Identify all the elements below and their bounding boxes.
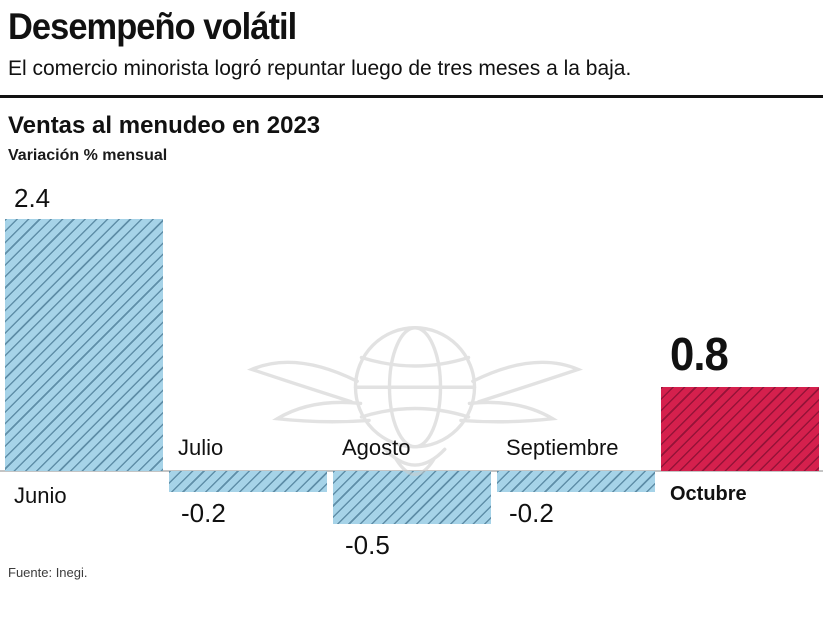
bar-octubre xyxy=(661,387,819,472)
value-label-julio: -0.2 xyxy=(181,498,226,529)
bar-agosto xyxy=(333,471,491,524)
header: Desempeño volátil El comercio minorista … xyxy=(0,0,823,81)
category-label-junio: Junio xyxy=(14,483,67,509)
category-label-octubre: Octubre xyxy=(670,483,747,506)
footer: Fuente: Inegi. xyxy=(0,561,823,580)
value-label-septiembre: -0.2 xyxy=(509,498,554,529)
value-label-agosto: -0.5 xyxy=(345,529,390,560)
page-subtitle: El comercio minorista logró repuntar lue… xyxy=(8,56,632,80)
bar-julio xyxy=(169,471,327,493)
source-note: Fuente: Inegi. xyxy=(8,565,88,581)
page-title: Desempeño volátil xyxy=(8,6,297,47)
bar-junio xyxy=(5,219,163,472)
value-label-octubre: 0.8 xyxy=(670,328,729,381)
category-label-septiembre: Septiembre xyxy=(506,435,619,461)
header-divider xyxy=(0,95,823,99)
bar-septiembre xyxy=(497,471,655,493)
category-label-julio: Julio xyxy=(178,435,224,461)
chart-title: Ventas al menudeo en 2023 xyxy=(8,112,321,140)
chart-plot: Junio 2.4 Julio -0.2 Agosto -0.5 Septiembre -0.… xyxy=(0,183,823,561)
chart-subtitle: Variación % mensual xyxy=(8,147,168,165)
value-label-junio: 2.4 xyxy=(14,183,51,214)
chart-header: Ventas al menudeo en 2023 Variación % me… xyxy=(0,98,823,165)
category-label-agosto: Agosto xyxy=(342,435,411,461)
